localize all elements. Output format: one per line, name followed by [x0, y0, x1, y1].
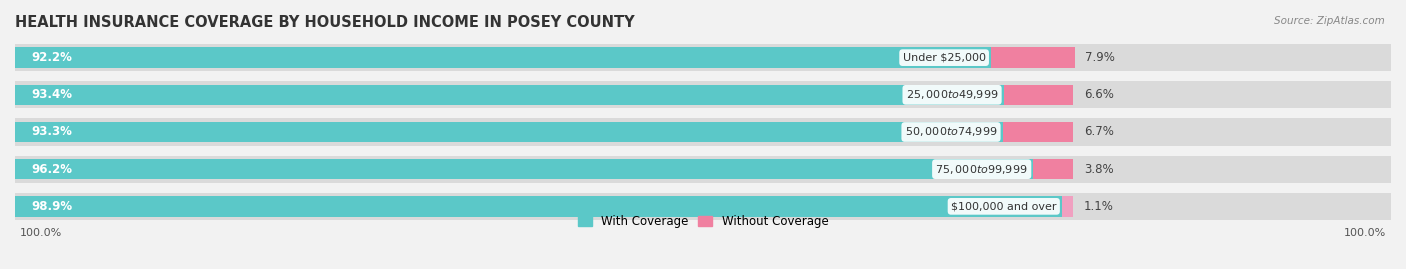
Text: 93.4%: 93.4%	[31, 88, 72, 101]
Bar	[1062, 196, 1073, 217]
Bar	[15, 81, 1391, 108]
Bar	[15, 196, 1062, 217]
Bar	[15, 155, 1391, 183]
Bar	[15, 44, 1391, 71]
Text: 6.7%: 6.7%	[1084, 126, 1114, 139]
Text: Under $25,000: Under $25,000	[903, 53, 986, 63]
Text: 92.2%: 92.2%	[31, 51, 72, 64]
Text: 96.2%: 96.2%	[31, 163, 72, 176]
Legend: With Coverage, Without Coverage: With Coverage, Without Coverage	[572, 210, 834, 232]
Text: $50,000 to $74,999: $50,000 to $74,999	[905, 126, 997, 139]
Bar	[15, 47, 991, 68]
Text: $25,000 to $49,999: $25,000 to $49,999	[905, 88, 998, 101]
Text: 3.8%: 3.8%	[1084, 163, 1114, 176]
Text: HEALTH INSURANCE COVERAGE BY HOUSEHOLD INCOME IN POSEY COUNTY: HEALTH INSURANCE COVERAGE BY HOUSEHOLD I…	[15, 15, 634, 30]
Bar	[1033, 159, 1073, 179]
Bar	[15, 84, 1004, 105]
Bar	[15, 159, 1033, 179]
Bar	[991, 47, 1074, 68]
Text: Source: ZipAtlas.com: Source: ZipAtlas.com	[1274, 16, 1385, 26]
Text: $75,000 to $99,999: $75,000 to $99,999	[935, 163, 1028, 176]
Bar	[15, 118, 1391, 146]
Text: 98.9%: 98.9%	[31, 200, 72, 213]
Text: 100.0%: 100.0%	[20, 228, 62, 238]
Text: 6.6%: 6.6%	[1084, 88, 1114, 101]
Text: 7.9%: 7.9%	[1085, 51, 1115, 64]
Bar	[1004, 84, 1073, 105]
Bar	[1002, 122, 1073, 142]
Text: 100.0%: 100.0%	[1344, 228, 1386, 238]
Text: 93.3%: 93.3%	[31, 126, 72, 139]
Text: 1.1%: 1.1%	[1084, 200, 1114, 213]
Bar	[15, 122, 1002, 142]
Bar	[15, 193, 1391, 220]
Text: $100,000 and over: $100,000 and over	[950, 201, 1056, 211]
